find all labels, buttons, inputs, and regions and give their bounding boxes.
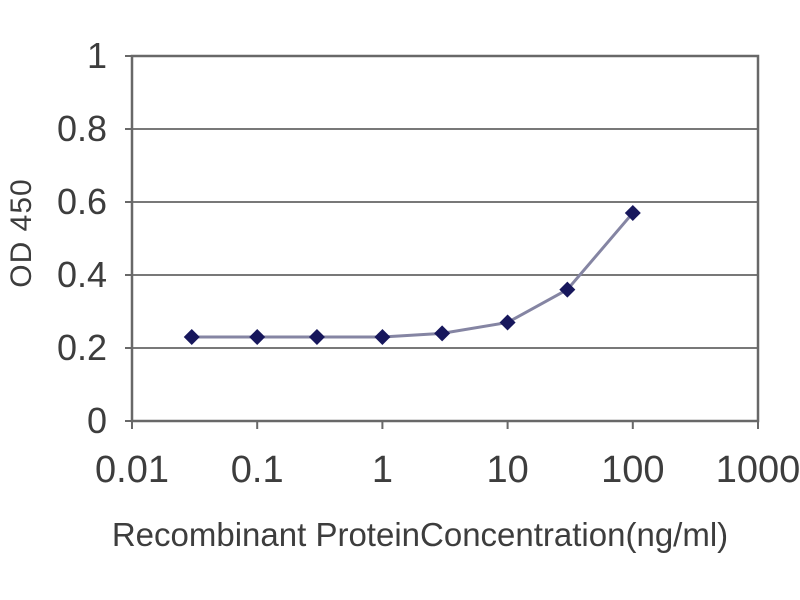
data-point-marker <box>374 329 391 346</box>
y-tick-label: 0.8 <box>56 108 107 149</box>
x-axis-title: Recombinant ProteinConcentration(ng/ml) <box>111 516 729 553</box>
data-series-line <box>191 211 634 339</box>
data-point-marker <box>434 325 451 342</box>
data-point-marker <box>183 329 200 346</box>
x-tick-label: 0.1 <box>230 449 284 491</box>
data-point-marker <box>559 281 576 298</box>
plot-frame <box>130 54 760 423</box>
x-tick-label: 10 <box>486 449 529 491</box>
data-point-marker <box>308 329 325 346</box>
x-tick-label: 1000 <box>715 449 800 491</box>
y-tick-label: 0.6 <box>56 181 107 222</box>
y-tick-label: 0.2 <box>56 327 107 368</box>
chart-canvas <box>125 54 760 429</box>
data-point-marker <box>499 314 516 331</box>
y-tick-label: 1 <box>86 35 107 76</box>
x-tick-label: 100 <box>601 449 665 491</box>
y-tick-label: 0 <box>86 400 107 441</box>
data-point-marker <box>624 204 641 221</box>
y-tick-label: 0.4 <box>56 254 107 295</box>
plot-area <box>125 54 760 429</box>
data-point-marker <box>249 329 266 346</box>
x-tick-label: 0.01 <box>95 449 169 491</box>
x-tick-label: 1 <box>371 449 393 491</box>
